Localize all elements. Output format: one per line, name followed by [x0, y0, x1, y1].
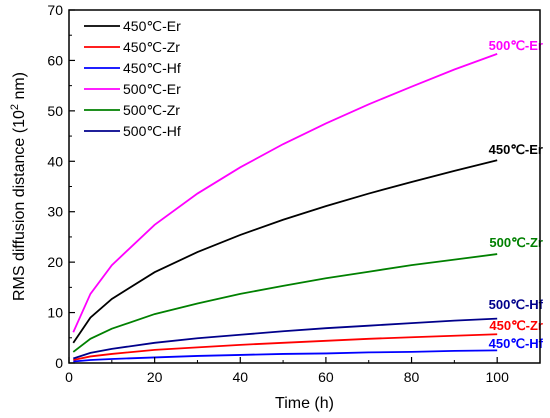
- x-tick-label: 100: [486, 369, 510, 385]
- series-line: [73, 317, 498, 360]
- series-line: [73, 333, 498, 361]
- series-line: [73, 349, 498, 363]
- y-axis-label-superscript: 2: [9, 104, 21, 110]
- y-axis-label: RMS diffusion distance (102 nm): [9, 72, 28, 301]
- series-line: [72, 253, 498, 353]
- series-annotation: 500℃-Er: [489, 38, 543, 53]
- series-annotation: 500℃-Zr: [489, 235, 543, 250]
- y-tick-label: 20: [47, 254, 63, 270]
- x-tick-label: 40: [232, 369, 248, 385]
- y-tick-label: 70: [47, 2, 63, 18]
- legend: 450℃-Er 450℃-Zr 450℃-Hf 500℃-Er 500℃-Zr 500℃-…: [84, 18, 181, 139]
- y-tick-label: 0: [55, 355, 63, 371]
- legend-label: 450℃-Hf: [123, 60, 181, 76]
- legend-label: 500℃-Hf: [123, 123, 181, 139]
- y-tick-label: 40: [47, 153, 63, 169]
- series-annotation: 450℃-Er: [489, 142, 543, 157]
- series-line: [72, 159, 498, 344]
- x-tick-label: 20: [147, 369, 163, 385]
- series-annotation: 450℃-Zr: [489, 318, 543, 333]
- y-tick-label: 50: [47, 103, 63, 119]
- x-axis-label: Time (h): [275, 395, 334, 412]
- y-axis-label-unit: nm): [11, 72, 28, 104]
- y-tick-label: 30: [47, 204, 63, 220]
- series-line: [72, 53, 498, 333]
- legend-label: 500℃-Zr: [123, 102, 180, 118]
- series-annotations: 450℃-Er 450℃-Zr 450℃-Hf 500℃-Er 500℃-Zr 500℃-…: [489, 38, 544, 351]
- y-axis-label-main: RMS diffusion distance (10: [11, 110, 28, 301]
- x-tick-label: 0: [65, 369, 73, 385]
- y-tick-label: 60: [47, 52, 63, 68]
- y-tick-label: 10: [47, 305, 63, 321]
- series-annotation: 450℃-Hf: [489, 336, 544, 351]
- x-axis: 0 20 40 60 80 100: [65, 357, 509, 385]
- series-annotation: 500℃-Hf: [489, 297, 544, 312]
- legend-label: 450℃-Er: [123, 18, 181, 34]
- legend-label: 450℃-Zr: [123, 39, 180, 55]
- x-tick-label: 60: [318, 369, 334, 385]
- x-tick-label: 80: [404, 369, 420, 385]
- series-lines: [72, 53, 498, 363]
- y-axis: 0 10 20 30 40 50 60 70: [47, 2, 75, 371]
- legend-label: 500℃-Er: [123, 81, 181, 97]
